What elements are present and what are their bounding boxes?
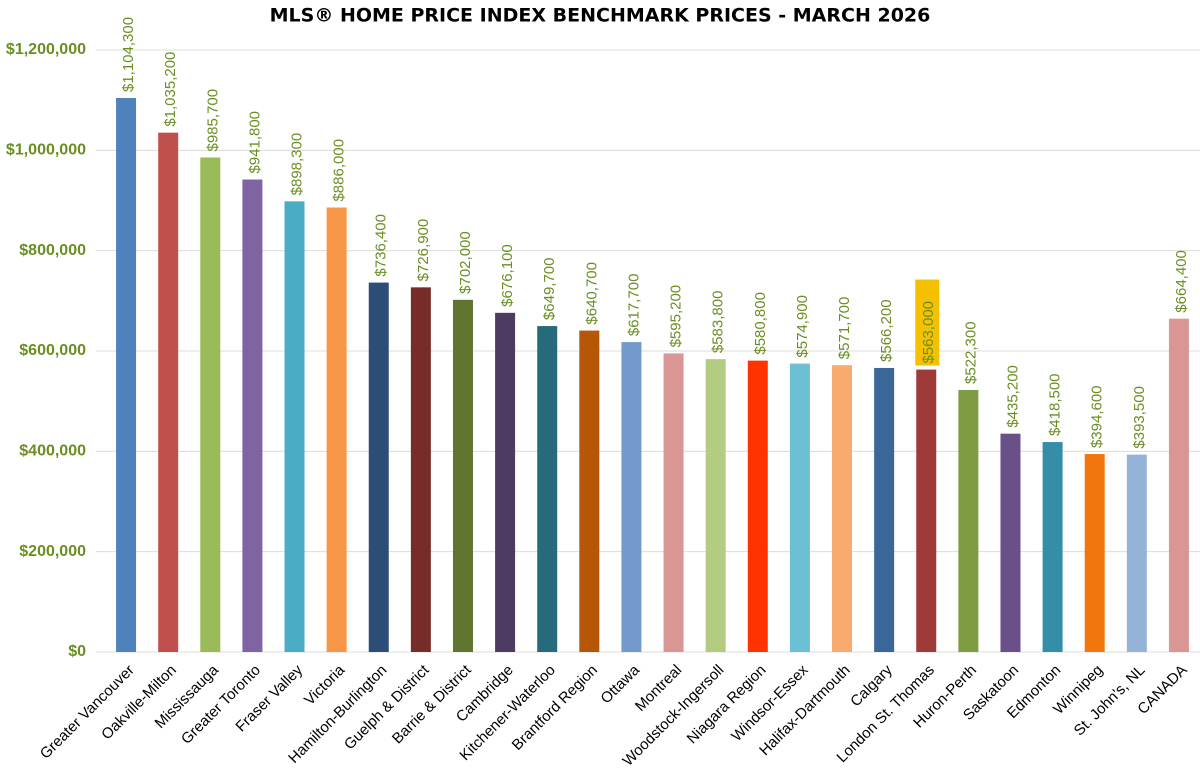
bar: [832, 365, 853, 652]
bar: [116, 98, 137, 652]
value-label: $726,900: [415, 219, 432, 282]
value-label: $649,700: [541, 257, 558, 320]
value-label: $571,700: [836, 297, 853, 360]
value-label: $702,000: [457, 231, 474, 294]
bar: [495, 312, 516, 652]
value-label: $1,104,300: [120, 17, 137, 92]
bar: [958, 389, 979, 652]
value-label: $418,500: [1047, 373, 1064, 436]
bar: [326, 207, 347, 653]
value-label: $736,400: [373, 214, 390, 277]
y-tick-label: $1,200,000: [6, 41, 86, 58]
y-tick-label: $200,000: [19, 543, 86, 560]
label-highlight: [915, 279, 940, 366]
bar: [200, 157, 221, 652]
value-label: $583,800: [710, 291, 727, 354]
bar: [537, 326, 558, 652]
value-label: $394,600: [1089, 385, 1106, 448]
value-label: $563,000: [920, 301, 937, 364]
y-tick-label: $1,000,000: [6, 142, 86, 159]
value-label: $941,800: [246, 111, 263, 174]
value-label: $574,900: [794, 295, 811, 358]
bar: [579, 330, 600, 652]
bar: [1084, 454, 1105, 652]
value-label: $580,800: [752, 292, 769, 355]
value-label: $617,700: [625, 274, 642, 337]
y-tick-label: $0: [68, 643, 86, 660]
value-label: $435,200: [1004, 365, 1021, 428]
grid: [96, 49, 1200, 653]
bar: [1168, 318, 1189, 652]
value-label: $985,700: [204, 89, 221, 152]
value-label: $393,500: [1131, 386, 1148, 449]
bar: [916, 369, 937, 652]
y-tick-label: $400,000: [19, 443, 86, 460]
bar: [452, 299, 473, 652]
value-label: $566,200: [878, 299, 895, 362]
chart-title: MLS® HOME PRICE INDEX BENCHMARK PRICES -…: [270, 5, 931, 27]
bar: [1000, 433, 1021, 652]
bar: [705, 359, 726, 652]
bar: [368, 282, 389, 652]
bar: [621, 342, 642, 652]
value-label: $640,700: [583, 262, 600, 325]
value-label: $664,400: [1173, 250, 1190, 313]
value-label: $898,300: [288, 133, 305, 196]
bar: [242, 179, 263, 652]
value-label: $676,100: [499, 244, 516, 307]
bar: [1042, 442, 1063, 652]
bar: [747, 360, 768, 652]
x-tick-label: Oakville-Milton: [98, 662, 180, 744]
value-label: $886,000: [331, 139, 348, 202]
value-label: $595,200: [668, 285, 685, 348]
bar: [284, 201, 305, 652]
bar: [663, 353, 684, 652]
bar: [874, 367, 895, 652]
bar: [1126, 454, 1147, 652]
value-label: $522,300: [962, 321, 979, 384]
value-label: $1,035,200: [162, 52, 179, 127]
bar: [789, 363, 810, 652]
bar: [410, 287, 431, 652]
y-tick-label: $600,000: [19, 342, 86, 359]
y-tick-label: $800,000: [19, 242, 86, 259]
bar: [158, 132, 179, 652]
